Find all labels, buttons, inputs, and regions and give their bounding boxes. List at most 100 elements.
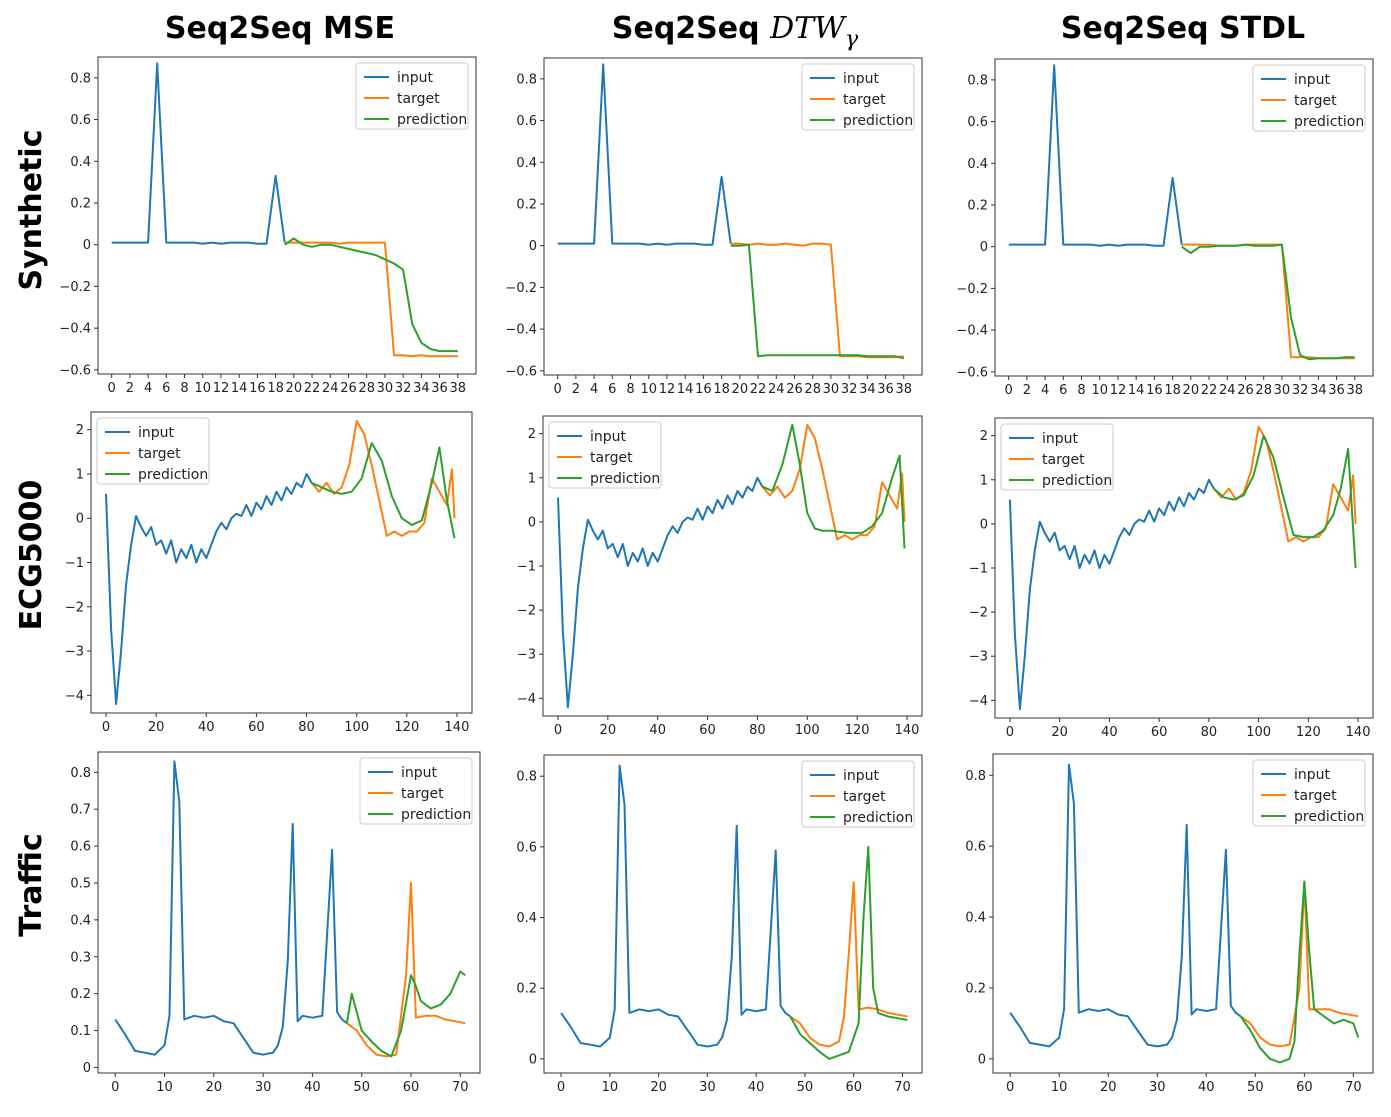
legend: input target prediction xyxy=(96,417,210,485)
x-tick-label: 34 xyxy=(413,381,430,396)
input-series-line xyxy=(1009,763,1242,1048)
chart-panel-9: 0 10 20 30 40 50 60 70 0 0.2 0.4 0.6 0.8 input target p… xyxy=(965,753,1374,1095)
x-tick-label: 20 xyxy=(148,720,165,735)
legend-label-prediction: prediction xyxy=(138,467,208,483)
y-tick-label: 0.4 xyxy=(70,913,91,928)
y-tick-label: 0.4 xyxy=(967,157,988,172)
y-tick-label: 0.8 xyxy=(516,72,537,87)
y-tick-label: −3 xyxy=(517,648,536,663)
legend-label-input: input xyxy=(843,71,880,87)
x-tick-label: 20 xyxy=(206,1080,223,1095)
legend-label-input: input xyxy=(1042,431,1079,447)
target-series-line xyxy=(730,242,904,359)
legend-box xyxy=(548,421,662,489)
chart-panel-8: 0 10 20 30 40 50 60 70 0 0.2 0.4 0.6 0.8 input target p… xyxy=(516,754,923,1095)
x-tick-label: 70 xyxy=(894,1080,911,1095)
y-tick-label: −1 xyxy=(517,560,536,575)
y-tick-label: 0.2 xyxy=(70,987,91,1002)
chart-panel-6: 0 20 40 60 80 100 120 140 −4 −3 −2 −1 0 1 2 input target… xyxy=(969,417,1374,740)
y-tick-label: 0.2 xyxy=(965,981,986,996)
x-tick-label: 30 xyxy=(255,1080,272,1095)
legend: input target prediction xyxy=(1252,759,1366,827)
legend-label-prediction: prediction xyxy=(1294,809,1364,825)
input-series-line xyxy=(1008,64,1183,247)
x-tick-label: 0 xyxy=(1006,725,1014,740)
x-tick-label: 28 xyxy=(358,381,375,396)
legend-label-prediction: prediction xyxy=(843,810,913,826)
x-tick-label: 6 xyxy=(1059,383,1067,398)
y-tick-label: 0.8 xyxy=(965,769,986,784)
legend-label-target: target xyxy=(843,789,886,805)
x-tick-label: 0 xyxy=(554,723,562,738)
legend-box xyxy=(801,63,915,131)
x-tick-label: 18 xyxy=(267,381,284,396)
target-series-line xyxy=(1240,880,1359,1048)
legend-label-input: input xyxy=(397,70,434,86)
x-tick-label: 8 xyxy=(180,381,188,396)
x-tick-label: 0 xyxy=(554,382,562,397)
y-tick-label: 0.6 xyxy=(516,114,537,129)
x-tick-label: 22 xyxy=(750,382,767,397)
y-tick-label: 0.4 xyxy=(516,156,537,171)
x-tick-label: 70 xyxy=(1345,1080,1362,1095)
prediction-series-line xyxy=(311,442,456,539)
prediction-series-line xyxy=(761,423,906,549)
x-tick-label: 22 xyxy=(1201,383,1218,398)
x-tick-label: 22 xyxy=(304,381,321,396)
x-tick-label: 6 xyxy=(162,381,170,396)
x-tick-label: 40 xyxy=(198,720,215,735)
x-tick-label: 120 xyxy=(394,720,419,735)
x-tick-label: 0 xyxy=(102,720,110,735)
prediction-series-line xyxy=(1239,880,1360,1064)
row-title-traffic: Traffic xyxy=(14,833,49,936)
x-tick-label: 14 xyxy=(1128,383,1145,398)
column-title-stdl: Seq2Seq STDL xyxy=(1061,11,1305,46)
x-tick-label: 40 xyxy=(1198,1080,1215,1095)
x-tick-label: 32 xyxy=(841,382,858,397)
y-tick-label: −0.2 xyxy=(956,282,988,297)
x-tick-label: 10 xyxy=(194,381,211,396)
target-series-line xyxy=(346,882,466,1058)
legend-label-input: input xyxy=(138,425,175,441)
x-tick-label: 120 xyxy=(845,723,870,738)
legend-box xyxy=(355,62,469,130)
x-tick-label: 26 xyxy=(1237,383,1254,398)
y-tick-label: −0.4 xyxy=(59,322,91,337)
chart-panel-4: 0 20 40 60 80 100 120 140 −4 −3 −2 −1 0 1 2 input target… xyxy=(65,411,473,735)
legend: input target prediction xyxy=(355,62,469,130)
legend: input target prediction xyxy=(1252,64,1366,132)
x-tick-label: 6 xyxy=(608,382,616,397)
x-tick-label: 16 xyxy=(1146,383,1163,398)
x-tick-label: 140 xyxy=(895,723,920,738)
y-tick-label: 0.6 xyxy=(70,113,91,128)
x-tick-label: 80 xyxy=(1201,725,1218,740)
column-title-dtw-prefix: Seq2Seq xyxy=(612,11,770,46)
x-tick-label: 20 xyxy=(732,382,749,397)
x-tick-label: 12 xyxy=(1110,383,1127,398)
x-tick-label: 36 xyxy=(1328,383,1345,398)
legend-label-input: input xyxy=(1294,767,1331,783)
x-tick-label: 38 xyxy=(896,382,913,397)
x-tick-label: 60 xyxy=(248,720,265,735)
x-tick-label: 4 xyxy=(1041,383,1049,398)
legend-label-target: target xyxy=(1042,452,1085,468)
x-tick-label: 34 xyxy=(859,382,876,397)
x-tick-label: 50 xyxy=(797,1080,814,1095)
x-tick-label: 38 xyxy=(1347,383,1364,398)
x-tick-label: 0 xyxy=(1006,1080,1014,1095)
x-tick-label: 0 xyxy=(108,381,116,396)
y-tick-label: 0 xyxy=(76,512,84,527)
legend: input target prediction xyxy=(359,757,473,825)
legend-label-prediction: prediction xyxy=(401,807,471,823)
x-tick-label: 100 xyxy=(795,723,820,738)
x-tick-label: 40 xyxy=(1101,725,1118,740)
y-tick-label: −4 xyxy=(969,694,988,709)
x-tick-label: 60 xyxy=(845,1080,862,1095)
x-tick-label: 10 xyxy=(1051,1080,1068,1095)
x-tick-label: 10 xyxy=(602,1080,619,1095)
x-tick-label: 34 xyxy=(1310,383,1327,398)
y-tick-label: −2 xyxy=(517,604,536,619)
x-tick-label: 36 xyxy=(877,382,894,397)
y-tick-label: 0.4 xyxy=(516,911,537,926)
x-tick-label: 32 xyxy=(395,381,412,396)
